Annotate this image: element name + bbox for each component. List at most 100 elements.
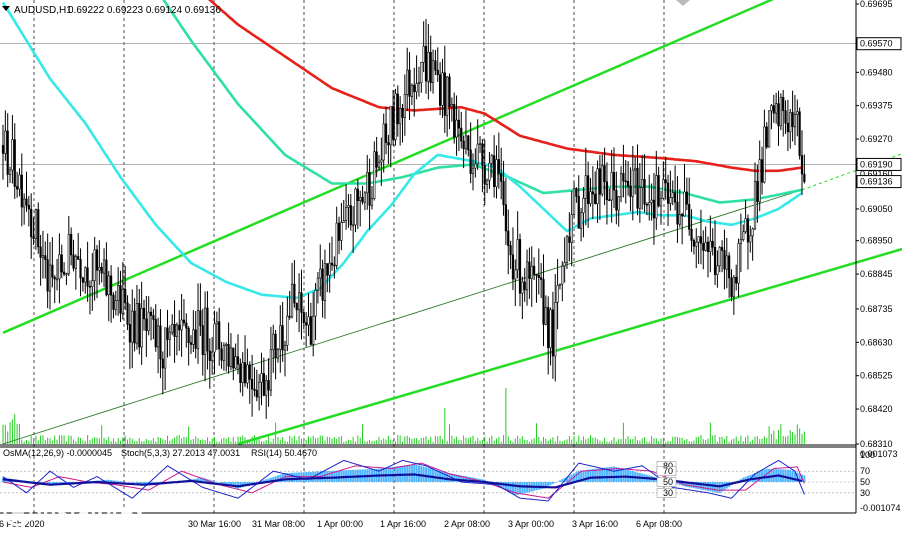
candlestick (690, 209, 693, 252)
candle-body (681, 214, 684, 217)
candlestick (135, 285, 139, 350)
candle-body (206, 307, 209, 352)
candlestick (697, 236, 700, 264)
candle-body (213, 323, 216, 353)
candle-body (88, 285, 92, 288)
osma-bar (709, 482, 712, 492)
x-tick-label: 2 Apr 08:00 (444, 519, 490, 529)
candlestick (518, 233, 522, 307)
shift-marker-icon (676, 0, 690, 6)
candlestick (316, 272, 320, 304)
candle-body (535, 274, 538, 276)
candlestick (706, 236, 710, 278)
candle-body (161, 358, 164, 369)
candle-body (523, 281, 526, 291)
candle-body (102, 259, 106, 274)
osma-bar (460, 475, 463, 482)
candlestick (678, 189, 681, 228)
candle-body (544, 307, 547, 325)
osma-bar (406, 465, 409, 482)
indicator-level-label: 50 (860, 477, 870, 487)
candle-body (126, 302, 129, 325)
osma-bar (225, 482, 228, 485)
candlestick (251, 354, 254, 417)
candle-body (596, 168, 599, 205)
candle-body (408, 69, 411, 97)
candlestick (483, 139, 486, 206)
candlestick (500, 147, 503, 200)
candlestick (100, 262, 103, 283)
candle-body (272, 333, 275, 351)
candlestick (720, 240, 724, 273)
candlestick (60, 244, 63, 279)
candle-body (547, 307, 550, 349)
candle-body (789, 112, 792, 133)
candlestick (713, 220, 717, 285)
candlestick (730, 269, 733, 302)
candle-body (157, 325, 160, 348)
candle-body (483, 165, 486, 185)
candle-body (502, 181, 505, 206)
x-tick-label: 30 Mar 16:00 (188, 519, 241, 529)
osma-bar (234, 482, 237, 488)
price-label: 0.69570 (860, 39, 893, 49)
candle-body (77, 256, 80, 260)
candlestick (803, 154, 806, 184)
candlestick (446, 76, 449, 137)
candle-body (692, 240, 695, 247)
osma-bar (594, 468, 597, 482)
candle-body (735, 276, 738, 284)
candlestick (145, 296, 148, 357)
candle-body (648, 202, 651, 206)
candlestick (112, 292, 115, 319)
candlestick (248, 361, 251, 404)
candlestick (300, 269, 303, 340)
osma-bar (302, 472, 305, 482)
candle-body (178, 324, 181, 331)
candle-body (791, 112, 794, 128)
candlestick (208, 338, 211, 389)
candlestick (786, 99, 789, 152)
candle-body (225, 344, 228, 346)
candle-body (490, 155, 493, 164)
candle-body (688, 203, 691, 230)
candlestick (782, 89, 785, 137)
candlestick (189, 335, 193, 354)
x-tick-label: 3 Apr 00:00 (508, 519, 554, 529)
candlestick (478, 136, 482, 154)
candlestick (102, 248, 106, 287)
candlestick (110, 265, 113, 323)
candlestick (168, 325, 171, 357)
candle-body (349, 205, 352, 226)
osma-bar (276, 475, 279, 482)
candlestick (587, 161, 590, 228)
candle-body (431, 60, 435, 83)
candle-body (777, 103, 780, 127)
candle-body (575, 188, 578, 197)
candlestick (323, 249, 327, 319)
osma-bar (580, 470, 583, 482)
watermark-brand: instaforex (36, 499, 146, 525)
candlestick (1, 124, 5, 180)
candle-body (525, 261, 529, 291)
candlestick (502, 160, 505, 216)
osma-bar (761, 470, 764, 482)
candlestick (335, 206, 338, 270)
candle-body (260, 373, 263, 383)
candle-body (98, 267, 101, 271)
candle-body (344, 207, 348, 221)
candlestick (401, 104, 404, 143)
candlestick (777, 90, 780, 146)
candlestick (760, 146, 764, 195)
osma-bar (596, 468, 599, 482)
osma-bar (279, 474, 282, 482)
osma-bar (410, 464, 413, 482)
candlestick (636, 144, 639, 216)
candlestick (178, 310, 181, 351)
candlestick (124, 265, 127, 310)
candle-body (295, 302, 298, 311)
candlestick (6, 113, 9, 188)
dropdown-arrow-icon[interactable] (2, 6, 10, 11)
candlestick (612, 147, 616, 209)
